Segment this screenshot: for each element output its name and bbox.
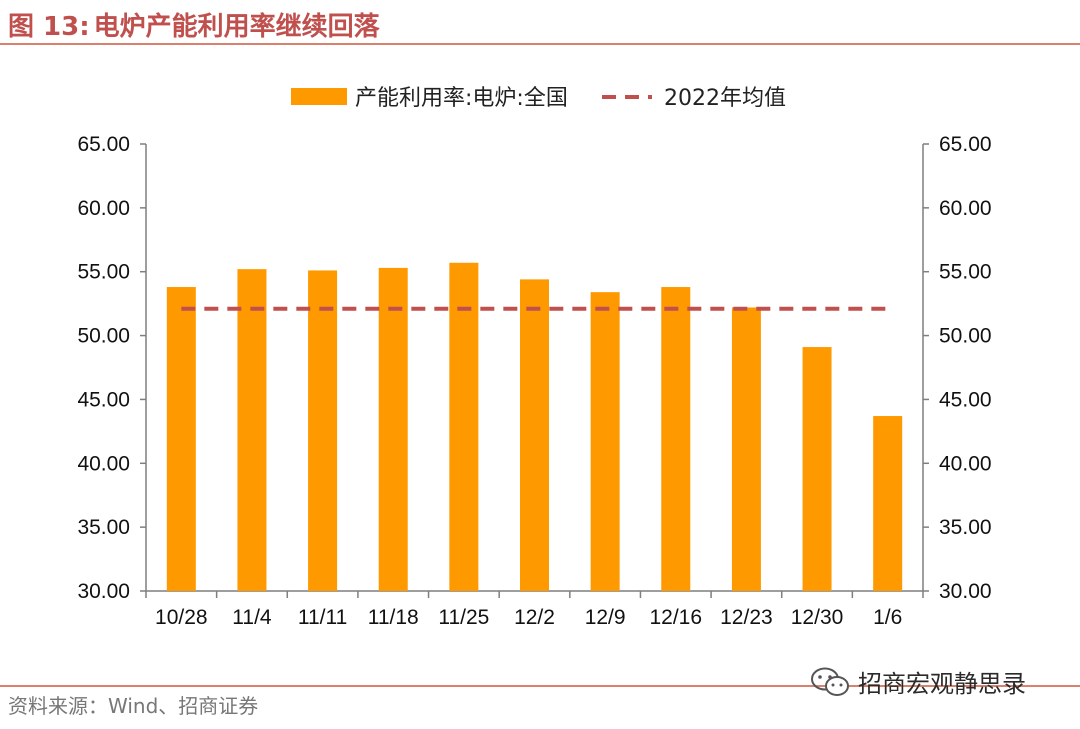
bar-12-9: [590, 292, 620, 591]
y-tick-label-right: 65.00: [939, 133, 992, 156]
y-tick-label-right: 50.00: [939, 325, 992, 348]
y-tick-label-right: 55.00: [939, 261, 992, 284]
y-tick-label-right: 60.00: [939, 197, 992, 220]
bar-chart: 产能利用率:电炉:全国 2022年均值 65.00 60.00 55.00 50.00…: [77, 86, 991, 629]
x-tick-label: 12/9: [585, 606, 626, 629]
legend-label-capacity: 产能利用率:电炉:全国: [355, 86, 568, 111]
figure-title: 图 13: 电炉产能利用率继续回落: [8, 6, 380, 43]
footer-divider: [0, 685, 1080, 687]
y-tick-label-right: 45.00: [939, 388, 992, 411]
y-tick-label-left: 40.00: [77, 452, 130, 475]
title-divider: [0, 43, 1080, 45]
axis-labels: 65.00 60.00 55.00 50.00 45.00 40.00 35.00 30.00…: [77, 133, 991, 629]
x-tick-label: 11/4: [232, 606, 272, 629]
y-tick-label-right: 40.00: [939, 452, 992, 475]
bar-12-2: [520, 279, 549, 591]
y-tick-label-left: 30.00: [77, 580, 130, 603]
watermark-text: 招商宏观静思录: [858, 670, 1026, 698]
x-tick-label: 12/16: [649, 606, 702, 629]
figure-title-text: 电炉产能利用率继续回落: [93, 12, 380, 42]
wechat-icon: [811, 667, 849, 696]
y-tick-label-left: 50.00: [77, 325, 130, 348]
watermark: 招商宏观静思录: [810, 664, 1026, 699]
x-tick-label: 12/2: [514, 606, 555, 629]
source-note: 资料来源：Wind、招商证券: [8, 694, 259, 718]
bar-11-25: [449, 262, 479, 591]
bar-12-23: [731, 307, 761, 591]
bar-11-4: [237, 269, 267, 591]
y-tick-label-left: 35.00: [77, 516, 130, 539]
bar-10-28: [166, 287, 196, 591]
y-tick-label-left: 55.00: [77, 261, 130, 284]
bar-11-18: [378, 267, 408, 591]
x-tick-label: 12/23: [720, 606, 773, 629]
x-tick-label: 11/11: [298, 606, 347, 629]
bar-series: [166, 262, 903, 591]
bar-11-11: [308, 270, 338, 591]
figure-number: 图 13:: [8, 12, 90, 42]
bar-12-30: [802, 347, 832, 591]
y-tick-label-right: 30.00: [939, 580, 992, 603]
bar-1-6: [873, 416, 903, 591]
chart-legend: 产能利用率:电炉:全国 2022年均值: [291, 86, 786, 111]
x-tick-label: 12/30: [791, 606, 844, 629]
y-tick-label-left: 45.00: [77, 388, 130, 411]
legend-swatch-capacity: [291, 88, 347, 105]
x-tick-label: 11/25: [438, 606, 489, 629]
x-tick-label: 1/6: [873, 606, 902, 629]
bar-12-16: [661, 287, 691, 591]
y-tick-label-left: 60.00: [77, 197, 130, 220]
y-tick-label-left: 65.00: [77, 133, 130, 156]
legend-label-average: 2022年均值: [664, 86, 786, 111]
x-tick-label: 10/28: [155, 606, 208, 629]
x-tick-label: 11/18: [368, 606, 419, 629]
y-tick-label-right: 35.00: [939, 516, 992, 539]
